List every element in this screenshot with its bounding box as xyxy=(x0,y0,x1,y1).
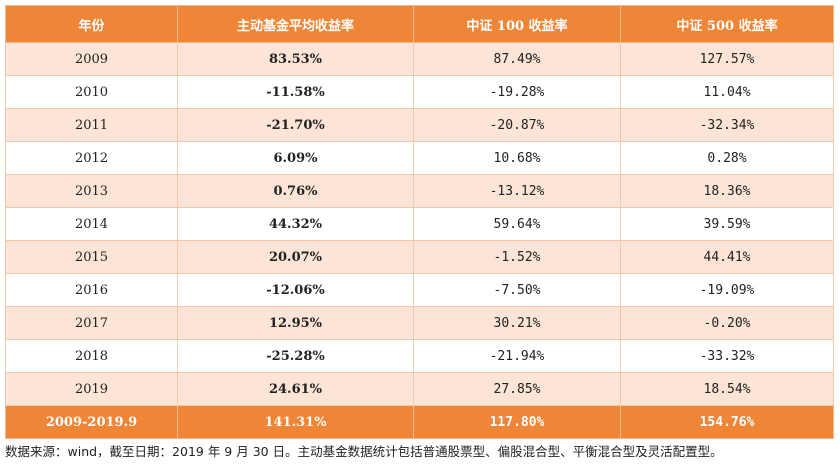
table-cell: -32.34% xyxy=(620,108,834,142)
header-row: 年份 主动基金平均收益率 中证 100 收益率 中证 500 收益率 xyxy=(5,5,834,43)
table-wrap: 年份 主动基金平均收益率 中证 100 收益率 中证 500 收益率 2009 83.5… xyxy=(5,5,834,439)
table-cell: -33.32% xyxy=(620,339,834,373)
table-cell: 12.95% xyxy=(177,306,414,340)
header-cell: 年份 xyxy=(5,5,178,43)
table-cell: -25.28% xyxy=(177,339,414,373)
table-cell: -19.09% xyxy=(620,273,834,307)
table-cell: 0.76% xyxy=(177,174,414,208)
source-note: 数据来源：wind，截至日期：2019 年 9 月 30 日。主动基金数据统计包… xyxy=(5,444,723,459)
table-cell: -19.28% xyxy=(413,75,621,109)
table-row: 2013 0.76% -13.12% 18.36% xyxy=(5,174,834,208)
table-cell: 18.36% xyxy=(620,174,834,208)
table-cell: -11.58% xyxy=(177,75,414,109)
table-cell: 2016 xyxy=(5,273,178,307)
table-cell: -7.50% xyxy=(413,273,621,307)
table-cell: -13.12% xyxy=(413,174,621,208)
table-cell: 20.07% xyxy=(177,240,414,274)
header-cell: 中证 100 收益率 xyxy=(413,5,621,43)
header-cell: 主动基金平均收益率 xyxy=(177,5,414,43)
table-body: 2009 83.53% 87.49% 127.57% 2010 -11.58% -19.28… xyxy=(5,42,834,439)
table-cell: 44.32% xyxy=(177,207,414,241)
table-row: 2010 -11.58% -19.28% 11.04% xyxy=(5,75,834,109)
table-row: 2014 44.32% 59.64% 39.59% xyxy=(5,207,834,241)
table-cell: -12.06% xyxy=(177,273,414,307)
table-row: 2017 12.95% 30.21% -0.20% xyxy=(5,306,834,340)
table-cell: -0.20% xyxy=(620,306,834,340)
total-cell: 141.31% xyxy=(177,405,414,439)
total-cell: 117.80% xyxy=(413,405,621,439)
table-cell: -1.52% xyxy=(413,240,621,274)
table-cell: 18.54% xyxy=(620,372,834,406)
table-cell: 11.04% xyxy=(620,75,834,109)
table-row: 2011 -21.70% -20.87% -32.34% xyxy=(5,108,834,142)
table-cell: 10.68% xyxy=(413,141,621,175)
table-cell: 27.85% xyxy=(413,372,621,406)
table-cell: 2009 xyxy=(5,42,178,76)
header-cell: 中证 500 收益率 xyxy=(620,5,834,43)
table-cell: 59.64% xyxy=(413,207,621,241)
table-cell: -21.94% xyxy=(413,339,621,373)
table-cell: 83.53% xyxy=(177,42,414,76)
table-cell: -20.87% xyxy=(413,108,621,142)
table-cell: 6.09% xyxy=(177,141,414,175)
table-row: 2016 -12.06% -7.50% -19.09% xyxy=(5,273,834,307)
total-cell: 2009-2019.9 xyxy=(5,405,178,439)
table-cell: 2019 xyxy=(5,372,178,406)
table-row: 2015 20.07% -1.52% 44.41% xyxy=(5,240,834,274)
table-cell: 2015 xyxy=(5,240,178,274)
table-row: 2018 -25.28% -21.94% -33.32% xyxy=(5,339,834,373)
table-row: 2019 24.61% 27.85% 18.54% xyxy=(5,372,834,406)
table-cell: 44.41% xyxy=(620,240,834,274)
table-cell: 2018 xyxy=(5,339,178,373)
table-cell: 0.28% xyxy=(620,141,834,175)
table-cell: 30.21% xyxy=(413,306,621,340)
table-cell: 2014 xyxy=(5,207,178,241)
table-cell: 24.61% xyxy=(177,372,414,406)
table-cell: 2012 xyxy=(5,141,178,175)
table-cell: 39.59% xyxy=(620,207,834,241)
table-row: 2012 6.09% 10.68% 0.28% xyxy=(5,141,834,175)
table-cell: 2010 xyxy=(5,75,178,109)
table-cell: -21.70% xyxy=(177,108,414,142)
table-cell: 87.49% xyxy=(413,42,621,76)
table-row: 2009 83.53% 87.49% 127.57% xyxy=(5,42,834,76)
table-cell: 127.57% xyxy=(620,42,834,76)
total-row: 2009-2019.9 141.31% 117.80% 154.76% xyxy=(5,405,834,439)
table-cell: 2011 xyxy=(5,108,178,142)
returns-table: 年份 主动基金平均收益率 中证 100 收益率 中证 500 收益率 2009 83.5… xyxy=(5,5,834,439)
total-cell: 154.76% xyxy=(620,405,834,439)
table-cell: 2013 xyxy=(5,174,178,208)
table-cell: 2017 xyxy=(5,306,178,340)
